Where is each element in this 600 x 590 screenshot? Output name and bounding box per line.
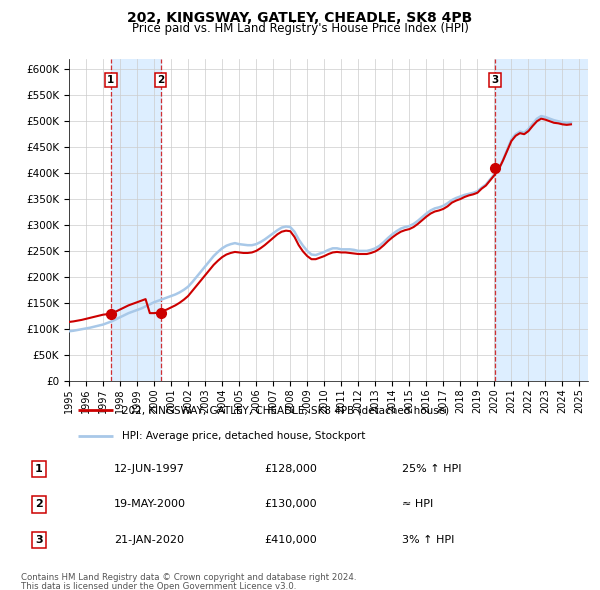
Text: 12-JUN-1997: 12-JUN-1997 [114, 464, 185, 474]
Text: 202, KINGSWAY, GATLEY, CHEADLE, SK8 4PB: 202, KINGSWAY, GATLEY, CHEADLE, SK8 4PB [127, 11, 473, 25]
Text: 2: 2 [157, 75, 164, 85]
Text: 19-MAY-2000: 19-MAY-2000 [114, 500, 186, 509]
Text: Contains HM Land Registry data © Crown copyright and database right 2024.: Contains HM Land Registry data © Crown c… [21, 573, 356, 582]
Text: 1: 1 [35, 464, 43, 474]
Text: £130,000: £130,000 [264, 500, 317, 509]
Text: 2: 2 [35, 500, 43, 509]
Text: 202, KINGSWAY, GATLEY, CHEADLE, SK8 4PB (detached house): 202, KINGSWAY, GATLEY, CHEADLE, SK8 4PB … [122, 405, 449, 415]
Text: 25% ↑ HPI: 25% ↑ HPI [402, 464, 461, 474]
Text: 3% ↑ HPI: 3% ↑ HPI [402, 535, 454, 545]
Text: 1: 1 [107, 75, 115, 85]
Text: 3: 3 [491, 75, 499, 85]
Text: Price paid vs. HM Land Registry's House Price Index (HPI): Price paid vs. HM Land Registry's House … [131, 22, 469, 35]
Bar [110, 59, 161, 381]
Text: 21-JAN-2020: 21-JAN-2020 [114, 535, 184, 545]
Bar [495, 59, 588, 381]
Text: 3: 3 [35, 535, 43, 545]
Text: £128,000: £128,000 [264, 464, 317, 474]
Text: £410,000: £410,000 [264, 535, 317, 545]
Text: ≈ HPI: ≈ HPI [402, 500, 433, 509]
Text: HPI: Average price, detached house, Stockport: HPI: Average price, detached house, Stoc… [122, 431, 365, 441]
Text: This data is licensed under the Open Government Licence v3.0.: This data is licensed under the Open Gov… [21, 582, 296, 590]
